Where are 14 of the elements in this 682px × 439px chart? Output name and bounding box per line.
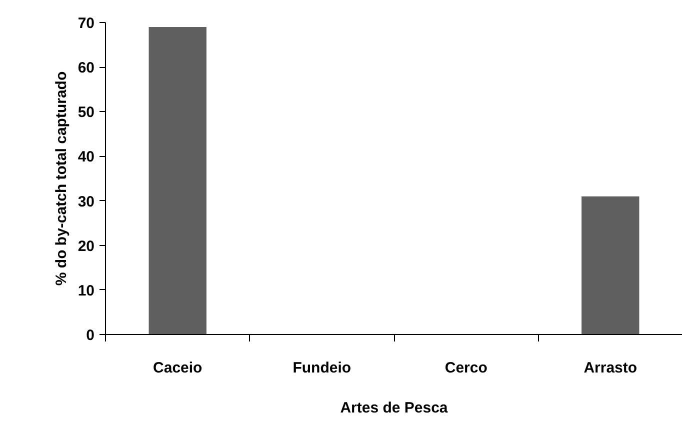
- y-tick-label: 70: [78, 15, 95, 32]
- y-tick-label: 40: [78, 148, 95, 166]
- x-tick-label: Caceio: [153, 360, 202, 376]
- x-tick-label: Arrasto: [584, 360, 638, 376]
- y-tick-label: 10: [78, 282, 95, 300]
- y-tick-label: 50: [78, 104, 95, 122]
- y-axis-title: % do by-catch total capturado: [52, 71, 70, 286]
- x-tick-label: Fundeio: [292, 360, 352, 376]
- x-axis-title: Artes de Pesca: [340, 400, 448, 416]
- x-tick-label: Cerco: [444, 360, 488, 376]
- y-tick-label: 20: [78, 238, 95, 255]
- y-tick-label: 60: [78, 60, 95, 77]
- y-tick-label: 0: [86, 327, 94, 344]
- y-tick-label: 30: [78, 193, 95, 210]
